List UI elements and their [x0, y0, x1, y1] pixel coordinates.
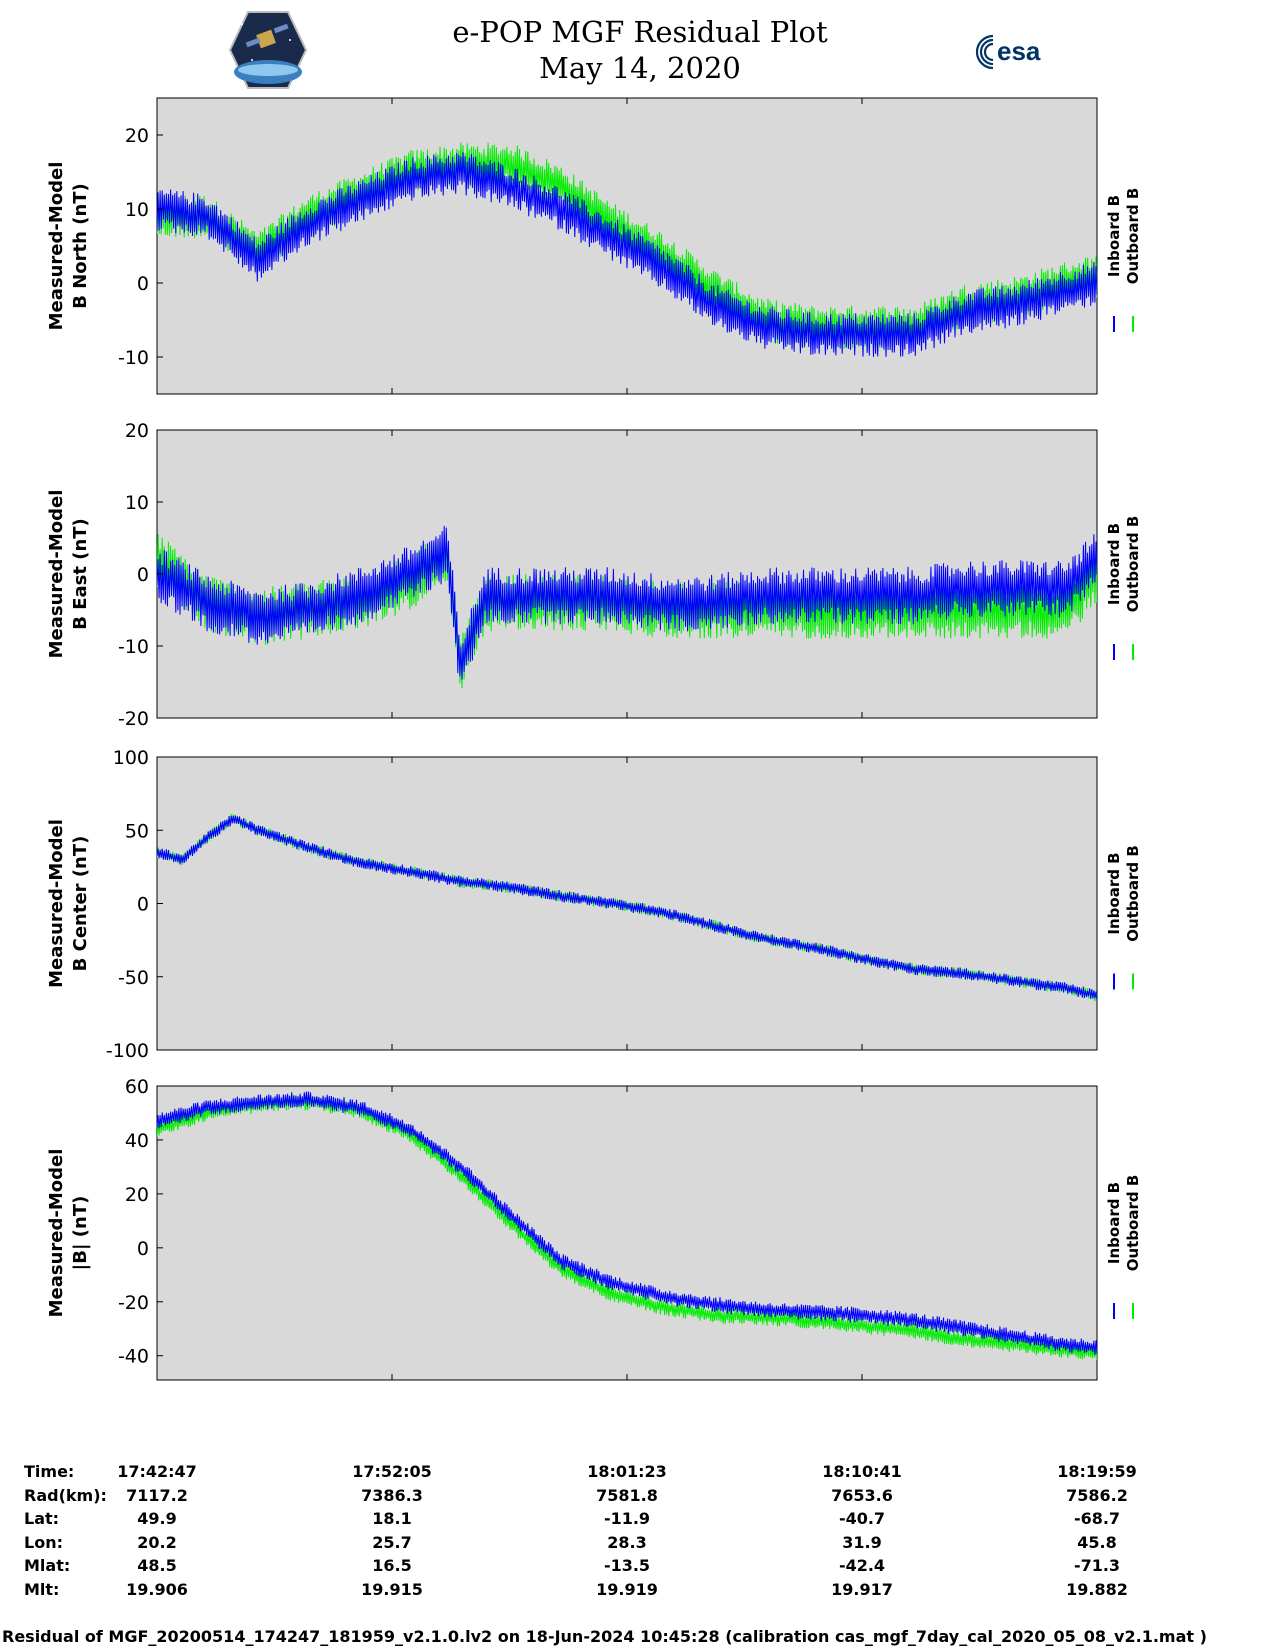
orbit-cell: 20.2 [137, 1532, 177, 1552]
y-axis-label-line1: Measured-Model [46, 1149, 67, 1318]
plot-title-line1: e-POP MGF Residual Plot [452, 15, 828, 49]
legend-outboard-label: Outboard B [1124, 516, 1142, 613]
orbit-cell: -42.4 [838, 1556, 886, 1575]
orbit-row-label: Lon: [24, 1532, 63, 1552]
cassiope-logo-icon [228, 11, 308, 89]
plot-title: e-POP MGF Residual Plot May 14, 2020 [380, 14, 900, 86]
series-line-inboard [157, 1091, 1097, 1356]
plot-area [156, 756, 1098, 1051]
chart-panel-1: 20 10 0 -10 Measured-Model B North (nT) Inboar… [46, 97, 1142, 395]
plot-date-line2: May 14, 2020 [539, 51, 741, 85]
y-tick-label: -40 [118, 1346, 149, 1368]
orbit-row-label: Mlt: [24, 1579, 60, 1599]
y-tick-label: 20 [125, 125, 149, 147]
orbit-row: Mlat: 48.5 16.5 -13.5 -42.4 -71.3 [0, 1556, 1275, 1580]
orbit-cell: 45.8 [1077, 1532, 1117, 1552]
orbit-cell: -68.7 [1073, 1509, 1121, 1528]
y-tick-label: 100 [113, 747, 149, 769]
y-tick-label: -10 [118, 636, 149, 658]
y-axis-label-line2: B Center (nT) [70, 836, 91, 972]
orbit-cell: 28.3 [607, 1532, 647, 1552]
orbit-cell: 18:19:59 [1057, 1462, 1137, 1481]
y-axis-label-line1: Measured-Model [46, 162, 67, 331]
orbit-cell: 7581.8 [596, 1485, 658, 1505]
orbit-cell: 19.906 [126, 1579, 188, 1599]
orbit-cell: 19.915 [361, 1579, 423, 1599]
legend-inboard-label: Inboard B [1105, 1182, 1123, 1264]
orbit-cell: 48.5 [137, 1556, 177, 1575]
legend-outboard-label: Outboard B [1124, 1175, 1142, 1272]
y-tick-label: -20 [118, 1292, 149, 1314]
orbit-row: Lon: 20.2 25.7 28.3 31.9 45.8 [0, 1533, 1275, 1557]
legend-outboard-label: Outboard B [1124, 188, 1142, 285]
legend-inboard-label: Inboard B [1105, 195, 1123, 277]
y-tick-label: 50 [125, 820, 149, 842]
y-tick-label: 10 [125, 199, 149, 221]
orbit-row: Lat: 49.9 18.1 -11.9 -40.7 -68.7 [0, 1509, 1275, 1533]
y-tick-label: -50 [118, 967, 149, 989]
orbit-cell: 7653.6 [831, 1485, 893, 1505]
orbit-cell: 18.1 [372, 1509, 412, 1528]
chart-panel-4: 60 40 20 0 -20 -40 Measured-Model |B| (nT) Inboa… [46, 1076, 1142, 1381]
orbit-cell: 7386.3 [361, 1485, 423, 1505]
orbit-cell: 7117.2 [126, 1485, 188, 1505]
y-axis-label-line2: B North (nT) [70, 183, 91, 309]
chart-panel-2: 20 10 0 -10 -20 Measured-Model B East (nT) Inbo… [46, 420, 1142, 730]
orbit-row-label: Lat: [24, 1509, 60, 1528]
orbit-cell: 19.882 [1066, 1579, 1128, 1599]
footer-caption: Residual of MGF_20200514_174247_181959_v… [2, 1627, 1207, 1646]
legend-outboard-label: Outboard B [1124, 845, 1142, 942]
orbit-cell: 7586.2 [1066, 1485, 1128, 1505]
y-tick-label: 0 [137, 894, 149, 916]
orbit-row-label: Time: [24, 1462, 75, 1481]
y-tick-label: 40 [125, 1130, 149, 1152]
y-tick-label: -100 [106, 1040, 149, 1062]
orbit-cell: 18:10:41 [822, 1462, 902, 1481]
legend-inboard-label: Inboard B [1105, 523, 1123, 605]
orbit-cell: 49.9 [137, 1509, 177, 1528]
orbit-cell: -40.7 [838, 1509, 886, 1528]
orbit-cell: 19.919 [596, 1579, 658, 1599]
y-tick-label: 20 [125, 420, 149, 442]
y-tick-label: 0 [137, 1238, 149, 1260]
orbit-row-label: Mlat: [24, 1556, 71, 1575]
orbit-cell: 18:01:23 [587, 1462, 667, 1481]
y-axis-label-line2: |B| (nT) [70, 1196, 91, 1271]
y-tick-label: 0 [137, 273, 149, 295]
y-tick-label: 60 [125, 1076, 149, 1098]
orbit-cell: -11.9 [603, 1509, 651, 1528]
orbit-row: Mlt: 19.906 19.915 19.919 19.917 19.882 [0, 1580, 1275, 1604]
orbit-cell: 17:52:05 [352, 1462, 432, 1481]
orbit-row: Rad(km): 7117.2 7386.3 7581.8 7653.6 7586.2 [0, 1486, 1275, 1510]
y-axis-label-line1: Measured-Model [46, 819, 67, 988]
chart-panel-3: 100 50 0 -50 -100 Measured-Model B Center (nT)… [46, 747, 1142, 1062]
orbit-cell: 31.9 [842, 1532, 882, 1552]
esa-logo-text: esa [997, 36, 1041, 66]
y-tick-label: -10 [118, 347, 149, 369]
orbit-cell: 25.7 [372, 1532, 412, 1552]
series-line-inboard [157, 525, 1097, 680]
orbit-cell: 17:42:47 [117, 1462, 197, 1481]
orbit-cell: 16.5 [372, 1556, 412, 1575]
y-tick-label: 20 [125, 1184, 149, 1206]
y-axis-label-line2: B East (nT) [70, 518, 91, 630]
orbit-cell: -71.3 [1073, 1556, 1121, 1575]
esa-logo-icon: esa [975, 34, 1041, 70]
plot-area [156, 429, 1098, 719]
y-axis-label-line1: Measured-Model [46, 490, 67, 659]
plot-area [156, 97, 1098, 395]
series-line-inboard [157, 815, 1097, 1001]
series-line-inboard [157, 152, 1097, 357]
y-tick-label: 0 [137, 564, 149, 586]
orbit-cell: 19.917 [831, 1579, 893, 1599]
y-tick-label: 10 [125, 492, 149, 514]
orbit-row: Time: 17:42:47 17:52:05 18:01:23 18:10:41 18:… [0, 1462, 1275, 1486]
legend-inboard-label: Inboard B [1105, 852, 1123, 934]
orbit-row-label: Rad(km): [24, 1485, 107, 1505]
series-line-outboard [157, 1094, 1097, 1360]
y-tick-label: -20 [118, 708, 149, 730]
orbit-cell: -13.5 [603, 1556, 651, 1575]
plot-area [156, 1085, 1098, 1381]
